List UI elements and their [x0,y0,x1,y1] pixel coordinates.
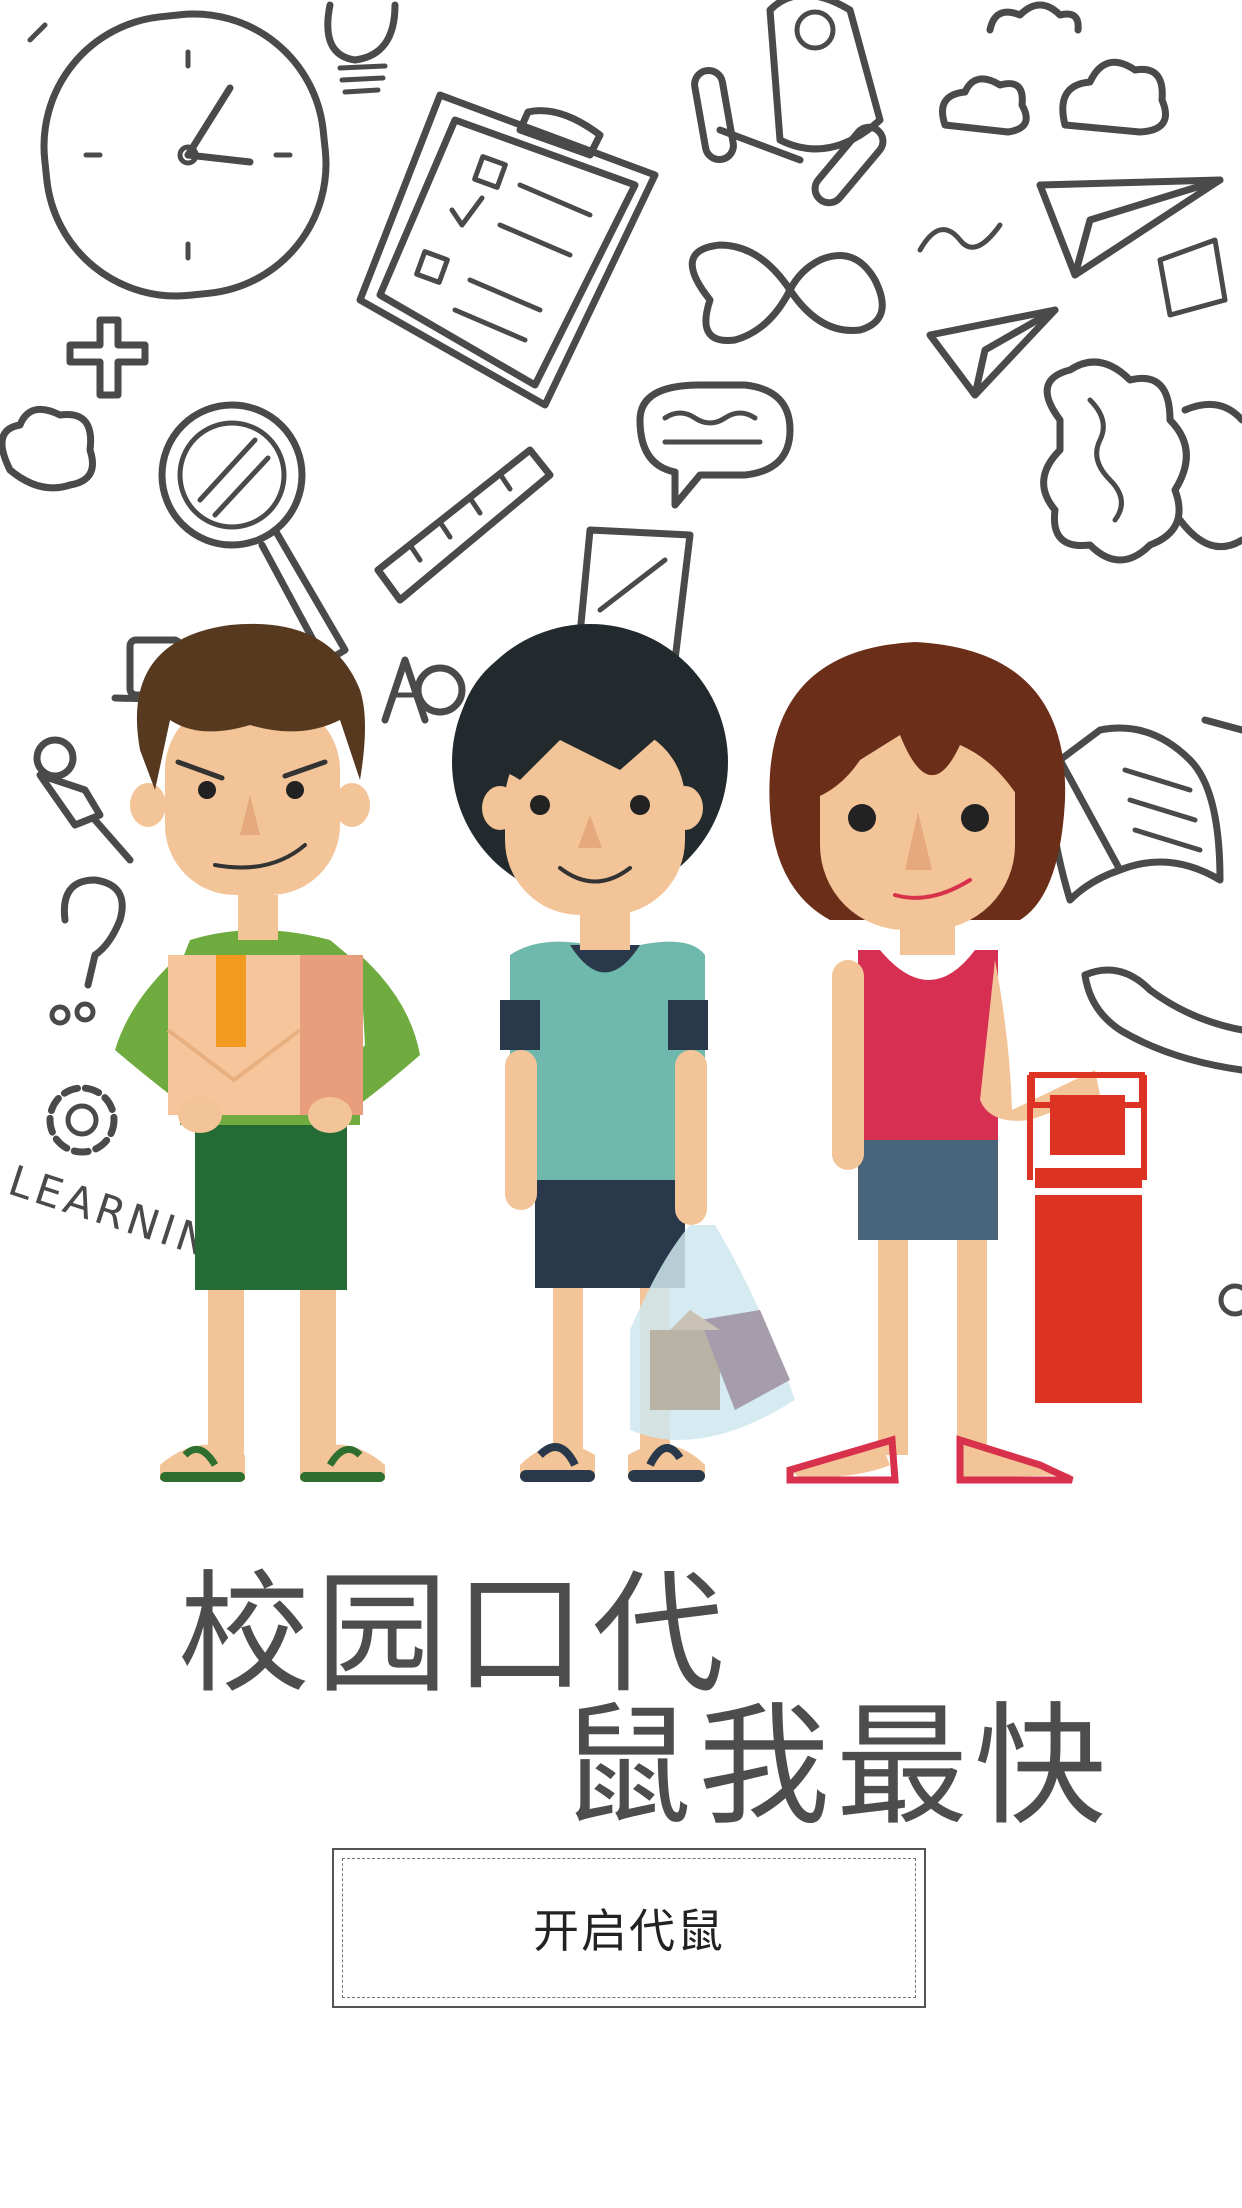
plus-icon [66,316,149,399]
lightbulb-icon [27,1,399,95]
slogan-line-2: 鼠我最快 [560,1690,1112,1844]
rocket-icon [691,0,887,207]
speech-bubble-icon [636,381,794,509]
horn-icon [1081,716,1242,1074]
start-delivery-label: 开启代鼠 [533,1904,725,1958]
illustration: LEARNING [0,0,1242,1484]
clock-icon [40,10,330,300]
cloud-icon [0,1,1169,492]
infinity-icon [688,241,886,344]
question-mark-icon [49,876,126,1026]
letter-a-icon [381,656,466,724]
book-icon [1048,724,1224,904]
start-delivery-button[interactable]: 开启代鼠 [332,1848,926,2008]
gear-icon [46,1084,118,1156]
slogan-line-1: 校园口代 [178,1558,730,1712]
character-boy-with-bag [452,624,795,1482]
character-boy-with-box [115,623,420,1482]
button-dashed-border [342,1858,916,1998]
brain-icon [1040,237,1242,564]
magnifier-icon [158,401,349,666]
ruler-icon [374,446,554,604]
clipboard-icon [356,91,659,409]
paper-plane-icon [917,176,1224,399]
pushpin-icon [33,736,134,864]
character-girl-with-bottle [769,642,1147,1484]
